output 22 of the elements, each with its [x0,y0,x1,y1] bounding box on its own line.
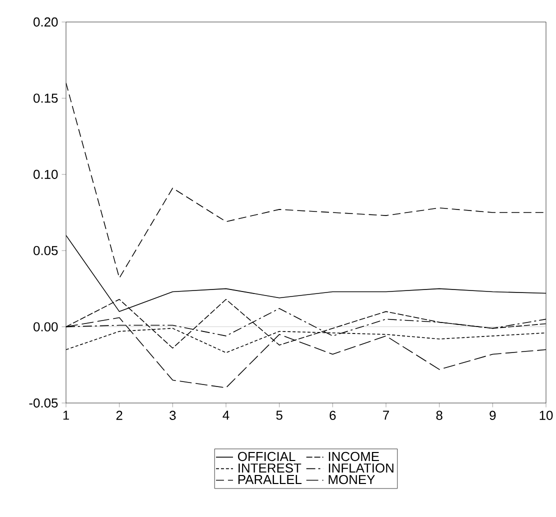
x-tick-label: 2 [116,410,122,420]
y-tick-label: 0.10 [34,170,58,179]
x-tick-label: 10 [540,410,553,420]
y-tick-label: -0.05 [29,398,58,408]
legend-label: MONEY [328,474,375,484]
legend-label: INFLATION [328,463,394,473]
x-tick-label: 7 [383,410,389,420]
legend-label: INCOME [328,452,379,462]
y-tick-label: 0.15 [34,94,58,103]
x-tick-label: 4 [222,410,230,420]
legend-label: OFFICIAL [238,452,296,462]
x-tick-label: 1 [63,410,69,420]
y-tick-label: 0.20 [34,17,58,27]
y-tick-label: 0.00 [34,322,58,332]
x-tick-label: 9 [490,410,496,420]
legend-label: PARALLEL [238,475,302,484]
x-tick-label: 3 [170,410,176,420]
x-tick-label: 5 [276,410,282,420]
x-tick-label: 8 [436,410,442,420]
legend-label: INTEREST [238,463,302,473]
y-tick-label: 0.05 [34,246,58,256]
x-tick-label: 6 [330,410,336,420]
